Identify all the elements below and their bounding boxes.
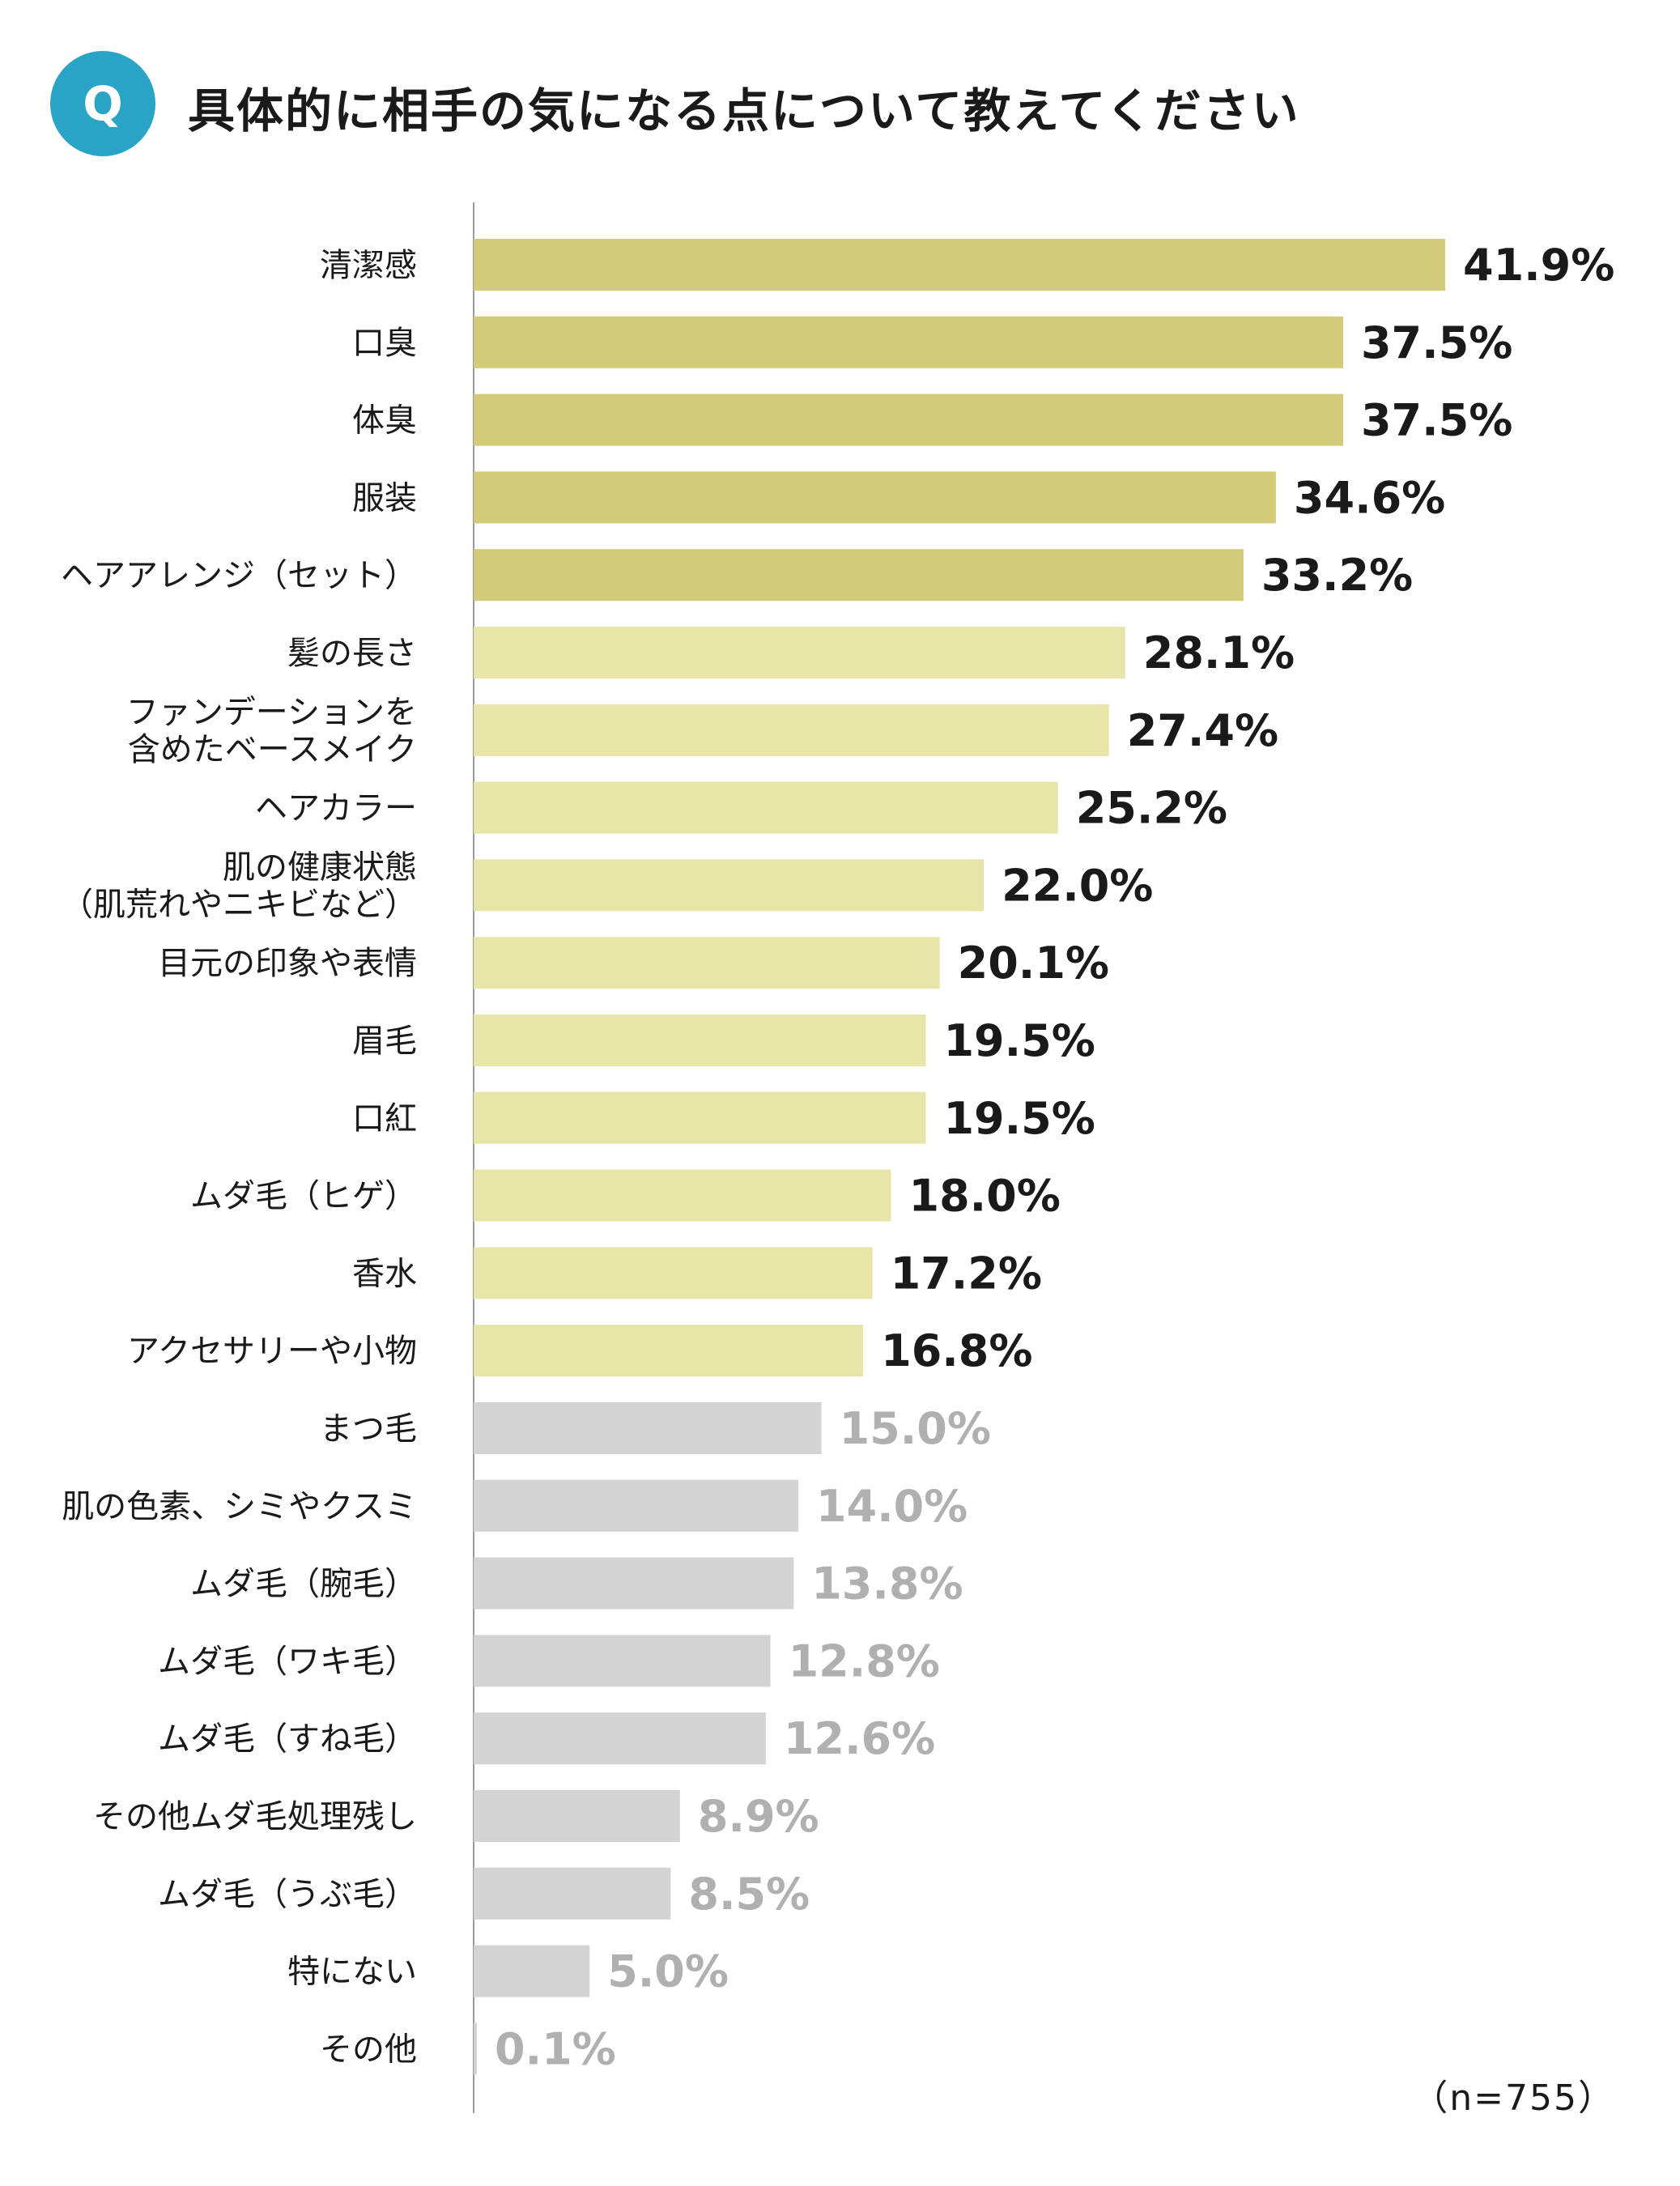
value-label: 41.9% — [1463, 240, 1614, 291]
value-label: 15.0% — [840, 1403, 991, 1454]
bar — [474, 239, 1445, 291]
category-label: 体臭 — [352, 402, 417, 440]
bar — [474, 1402, 822, 1454]
value-label: 16.8% — [881, 1325, 1032, 1376]
bar — [474, 1247, 873, 1299]
value-labels: 41.9% 37.5% 37.5% 34.6% 33.2% 28.1% 27.4% 25.2%… — [495, 240, 1614, 2074]
category-label: 肌の健康状態 — [223, 848, 417, 886]
bar — [474, 1790, 680, 1842]
bar — [474, 859, 985, 912]
bar — [474, 1945, 590, 1997]
bar — [474, 393, 1343, 446]
value-label: 20.1% — [958, 938, 1109, 989]
category-label: 香水 — [352, 1255, 417, 1292]
category-label: その他 — [320, 2031, 417, 2068]
value-label: 37.5% — [1361, 317, 1512, 368]
category-label: 口臭 — [352, 325, 417, 362]
value-label: 8.9% — [698, 1791, 819, 1842]
category-label: 特にない — [287, 1954, 417, 1991]
bar — [474, 1325, 864, 1377]
category-label: ムダ毛（ワキ毛） — [158, 1643, 417, 1680]
value-label: 34.6% — [1294, 472, 1445, 523]
bar — [474, 627, 1125, 678]
bar — [474, 1479, 798, 1532]
sample-size-note: （n=755） — [1412, 2078, 1615, 2119]
bar — [474, 1014, 926, 1066]
bar — [474, 781, 1058, 834]
value-label: 12.6% — [784, 1713, 935, 1764]
value-label: 19.5% — [943, 1015, 1095, 1066]
category-label: ファンデーションを — [126, 694, 417, 731]
bar — [474, 549, 1244, 602]
category-label: 服装 — [352, 479, 417, 517]
value-label: 22.0% — [1002, 860, 1153, 911]
value-label: 14.0% — [816, 1481, 968, 1532]
value-label: 18.0% — [909, 1171, 1061, 1222]
category-label: ヘアカラー — [255, 790, 417, 827]
bar — [474, 704, 1109, 756]
bars-group — [474, 239, 1445, 2075]
value-label: 12.8% — [789, 1635, 940, 1686]
category-label: 髪の長さ — [287, 635, 417, 672]
bar — [474, 1169, 891, 1222]
value-label: 27.4% — [1127, 705, 1278, 756]
category-label: 眉毛 — [352, 1023, 417, 1060]
category-label: ムダ毛（ヒゲ） — [190, 1178, 417, 1215]
value-label: 19.5% — [943, 1093, 1095, 1144]
category-label: その他ムダ毛処理残し — [93, 1798, 417, 1835]
value-label: 13.8% — [811, 1559, 963, 1610]
value-label: 8.5% — [688, 1869, 810, 1920]
value-label: 33.2% — [1261, 550, 1413, 601]
bar — [474, 471, 1276, 524]
category-label: 口紅 — [352, 1100, 417, 1138]
category-label: （肌荒れやニキビなど） — [61, 886, 417, 923]
value-label: 5.0% — [607, 1946, 729, 1997]
chart-title: 具体的に相手の気になる点について教えてください — [188, 83, 1300, 138]
value-label: 17.2% — [891, 1248, 1042, 1299]
value-label: 0.1% — [495, 2023, 616, 2074]
category-label: まつ毛 — [320, 1410, 417, 1448]
category-label: アクセサリーや小物 — [127, 1333, 417, 1370]
question-badge: Q — [50, 51, 155, 156]
category-label: ヘアアレンジ（セット） — [61, 557, 417, 594]
value-label: 25.2% — [1076, 783, 1227, 834]
bar — [474, 1091, 926, 1144]
bar — [474, 937, 940, 989]
bar — [474, 316, 1343, 368]
value-label: 37.5% — [1361, 395, 1512, 446]
bar — [474, 1635, 771, 1687]
bar — [474, 1867, 671, 1920]
bar — [474, 1557, 794, 1610]
category-label: 肌の色素、シミやクスミ — [62, 1488, 417, 1525]
category-label: ムダ毛（すね毛） — [158, 1720, 417, 1758]
category-label: ムダ毛（腕毛） — [190, 1566, 417, 1603]
question-header: Q 具体的に相手の気になる点について教えてください — [49, 49, 1627, 162]
category-label: 目元の印象や表情 — [158, 945, 417, 982]
category-label: 清潔感 — [320, 247, 417, 284]
value-label: 28.1% — [1143, 627, 1295, 678]
category-label: 含めたベースメイク — [128, 731, 417, 768]
bar — [474, 1712, 766, 1765]
bar — [474, 2022, 477, 2075]
category-label: ムダ毛（うぶ毛） — [158, 1876, 417, 1913]
